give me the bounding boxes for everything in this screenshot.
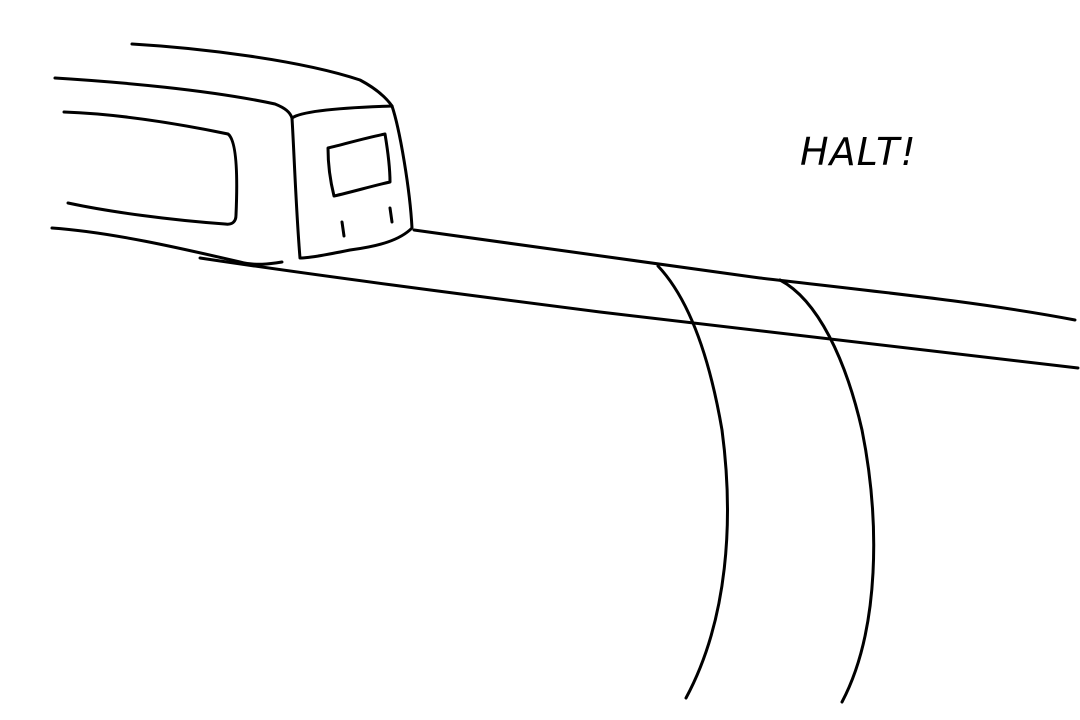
road-left-edge xyxy=(656,264,729,700)
train-headlight-right xyxy=(388,206,394,224)
train-upper-side-line xyxy=(53,76,294,120)
train-front-face xyxy=(290,104,414,260)
road-right-edge xyxy=(778,278,876,704)
rail-upper xyxy=(412,228,1077,322)
train-side-window xyxy=(62,110,239,226)
halt-caption: HALT! xyxy=(800,130,917,174)
train-headlight-left xyxy=(340,220,346,238)
rail-lower xyxy=(198,256,1080,370)
train-front-window xyxy=(326,132,392,198)
train-roof-line xyxy=(130,42,394,108)
train-lower-side-line xyxy=(50,226,284,266)
